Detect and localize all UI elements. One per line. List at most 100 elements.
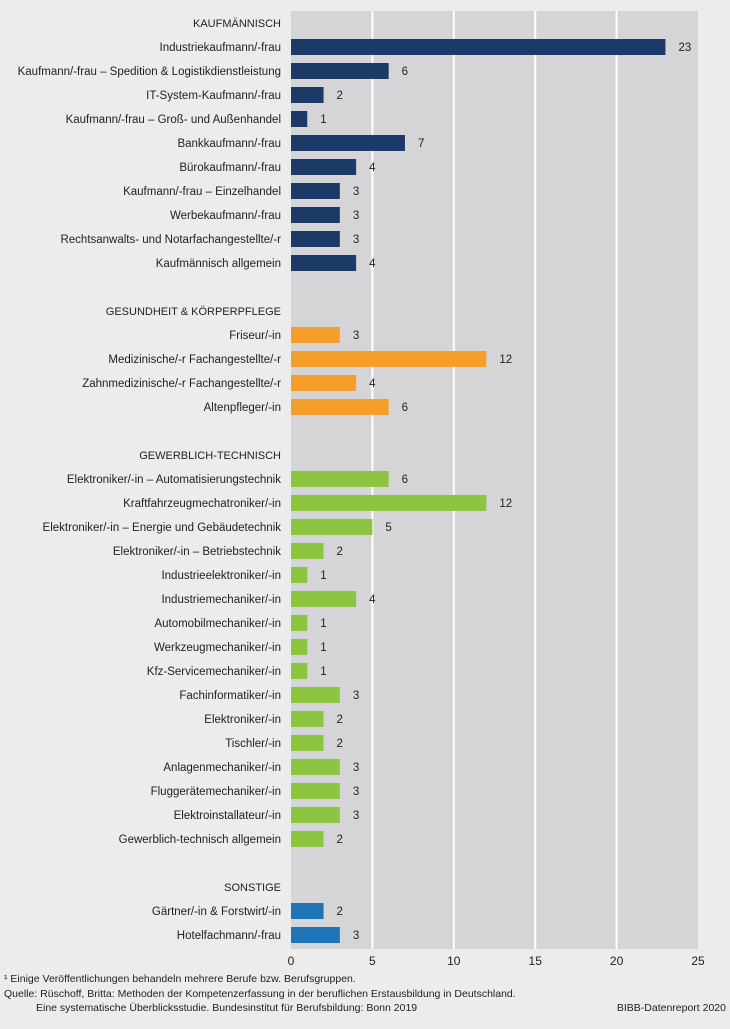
category-label: Elektroniker/-in – Betriebstechnik	[113, 546, 281, 558]
category-label: Medizinische/-r Fachangestellte/-r	[108, 354, 281, 366]
bar	[291, 375, 357, 391]
category-label: Kaufmann/-frau – Groß- und Außenhandel	[66, 114, 281, 126]
value-label: 3	[353, 810, 359, 822]
value-label: 6	[402, 474, 408, 486]
bar	[291, 399, 389, 415]
bar	[291, 567, 308, 583]
bar	[291, 111, 308, 127]
x-tick-label: 0	[288, 954, 295, 968]
category-label: Industriemechaniker/-in	[161, 594, 281, 606]
category-label: Zahnmedizinische/-r Fachangestellte/-r	[82, 378, 281, 390]
credit: BIBB-Datenreport 2020	[617, 1002, 726, 1014]
category-label: Kaufmännisch allgemein	[156, 258, 281, 270]
category-label: Friseur/-in	[229, 330, 281, 342]
bar	[291, 711, 324, 727]
value-label: 3	[353, 762, 359, 774]
category-label: Kfz-Servicemechaniker/-in	[147, 666, 281, 678]
bar	[291, 831, 324, 847]
bar	[291, 639, 308, 655]
group-header: KAUFMÄNNISCH	[193, 18, 281, 30]
category-label: Hotelfachmann/-frau	[177, 930, 281, 942]
category-label: Gewerblich-technisch allgemein	[119, 834, 281, 846]
value-label: 1	[320, 666, 326, 678]
category-label: Tischler/-in	[225, 738, 281, 750]
category-label: Bankkaufmann/-frau	[177, 138, 281, 150]
category-label: Bürokaufmann/-frau	[179, 162, 281, 174]
bar	[291, 183, 340, 199]
bar	[291, 543, 324, 559]
category-label: IT-System-Kaufmann/-frau	[146, 90, 281, 102]
bar	[291, 615, 308, 631]
bar	[291, 87, 324, 103]
bar	[291, 687, 340, 703]
group-header: SONSTIGE	[224, 882, 281, 894]
bar	[291, 327, 340, 343]
category-label: Altenpfleger/-in	[204, 402, 281, 414]
bar	[291, 39, 666, 55]
category-label: Elektroniker/-in – Automatisierungstechn…	[67, 474, 281, 486]
category-label: Kaufmann/-frau – Spedition & Logistikdie…	[18, 66, 281, 78]
bar	[291, 351, 487, 367]
category-label: Werbekaufmann/-frau	[170, 210, 281, 222]
bar	[291, 231, 340, 247]
value-label: 3	[353, 930, 359, 942]
bar	[291, 807, 340, 823]
bar	[291, 207, 340, 223]
bar	[291, 903, 324, 919]
value-label: 12	[499, 354, 512, 366]
category-label: Werkzeugmechaniker/-in	[154, 642, 281, 654]
value-label: 1	[320, 114, 326, 126]
category-label: Anlagenmechaniker/-in	[163, 762, 281, 774]
x-tick-label: 5	[369, 954, 376, 968]
bar	[291, 663, 308, 679]
bar	[291, 63, 389, 79]
value-label: 12	[499, 498, 512, 510]
bar	[291, 495, 487, 511]
bar	[291, 927, 340, 943]
value-label: 2	[337, 738, 343, 750]
value-label: 4	[369, 258, 376, 270]
value-label: 4	[369, 378, 376, 390]
bar	[291, 135, 405, 151]
value-label: 3	[353, 186, 359, 198]
value-label: 2	[337, 834, 343, 846]
bar	[291, 759, 340, 775]
bar	[291, 519, 373, 535]
bar	[291, 735, 324, 751]
value-label: 7	[418, 138, 424, 150]
value-label: 6	[402, 402, 408, 414]
category-label: Elektroniker/-in	[204, 714, 281, 726]
footnote: ¹ Einige Veröffentlichungen behandeln me…	[4, 973, 356, 985]
value-label: 3	[353, 234, 359, 246]
category-label: Gärtner/-in & Forstwirt/-in	[152, 906, 281, 918]
category-label: Elektroinstallateur/-in	[174, 810, 281, 822]
value-label: 2	[337, 90, 343, 102]
bar	[291, 471, 389, 487]
category-label: Elektroniker/-in – Energie und Gebäudete…	[43, 522, 282, 534]
category-label: Fachinformatiker/-in	[179, 690, 281, 702]
category-label: Kaufmann/-frau – Einzelhandel	[123, 186, 281, 198]
value-label: 1	[320, 570, 326, 582]
value-label: 23	[678, 42, 691, 54]
bar	[291, 159, 357, 175]
value-label: 6	[402, 66, 408, 78]
value-label: 1	[320, 642, 326, 654]
group-header: GESUNDHEIT & KÖRPERPFLEGE	[106, 306, 281, 318]
value-label: 4	[369, 162, 376, 174]
category-label: Industriekaufmann/-frau	[160, 42, 281, 54]
x-tick-label: 10	[447, 954, 461, 968]
bar	[291, 783, 340, 799]
value-label: 2	[337, 714, 343, 726]
value-label: 2	[337, 906, 343, 918]
bar	[291, 255, 357, 271]
x-tick-label: 20	[610, 954, 624, 968]
x-tick-label: 25	[691, 954, 705, 968]
category-label: Automobilmechaniker/-in	[154, 618, 281, 630]
value-label: 5	[385, 522, 391, 534]
value-label: 2	[337, 546, 343, 558]
source-line-2: Eine systematische Überblicksstudie. Bun…	[36, 1002, 417, 1014]
category-label: Industrieelektroniker/-in	[161, 570, 281, 582]
value-label: 4	[369, 594, 376, 606]
category-label: Rechtsanwalts- und Notarfachangestellte/…	[60, 234, 281, 246]
